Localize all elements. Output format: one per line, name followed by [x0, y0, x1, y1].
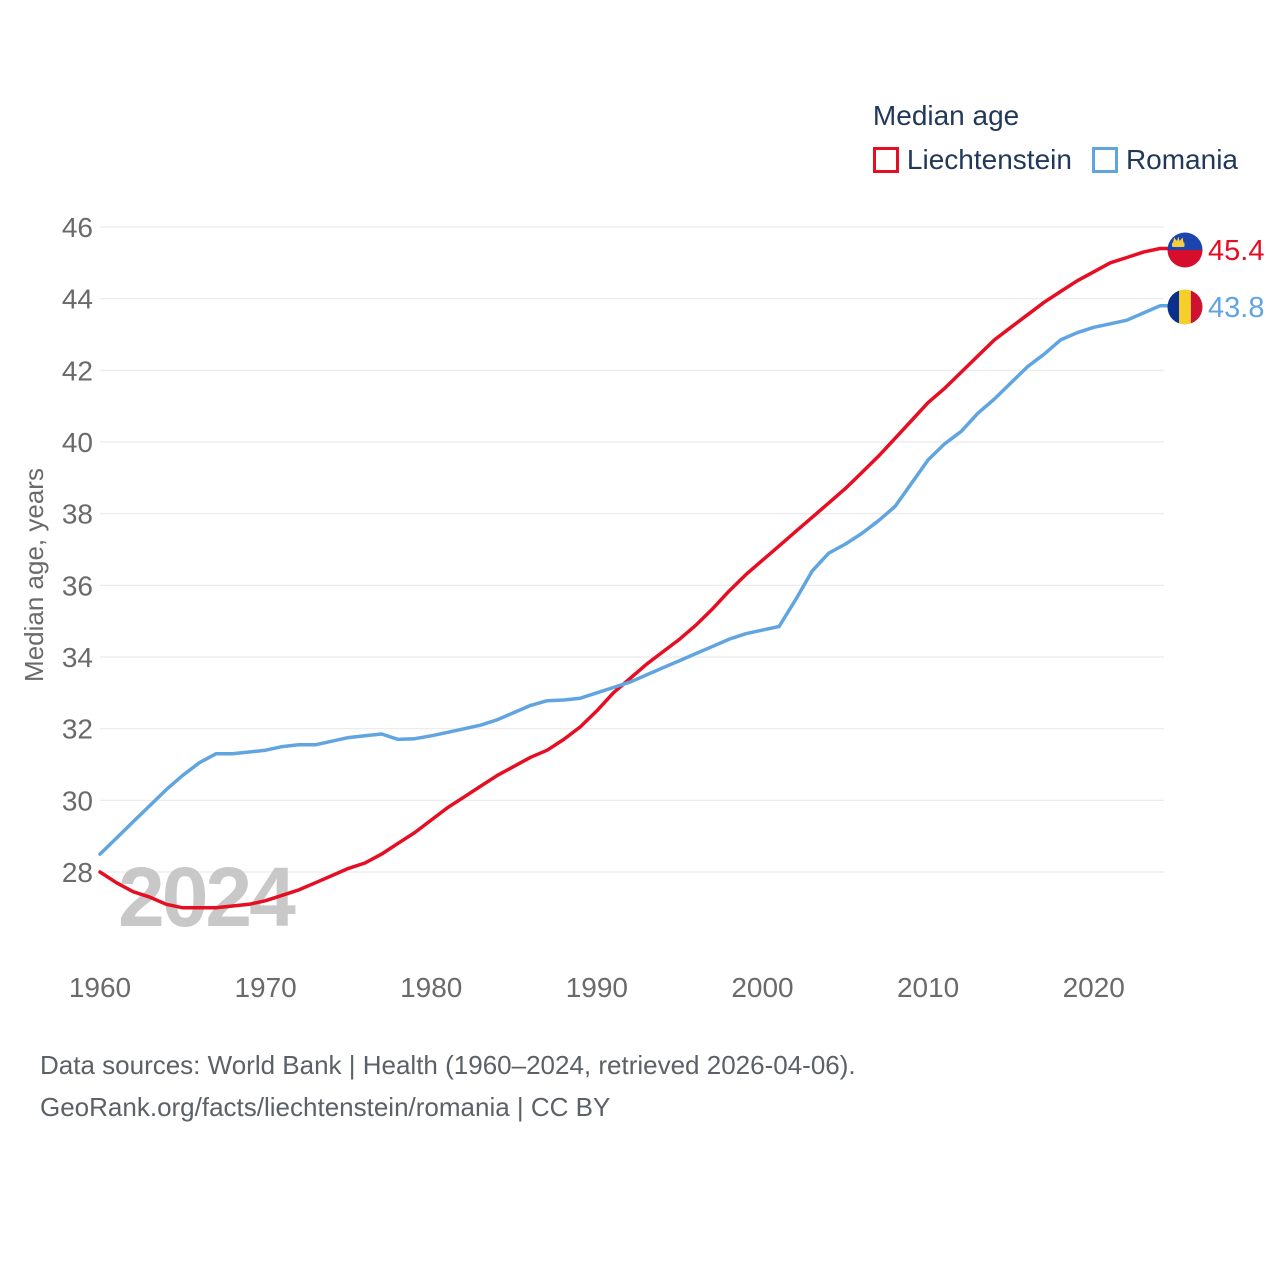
x-tick-label: 2000 — [731, 972, 793, 1003]
x-axis-tick-labels: 1960 1970 1980 1990 2000 2010 2020 — [69, 972, 1125, 1003]
legend-label[interactable]: Romania — [1125, 144, 1238, 175]
y-tick-label: 34 — [62, 642, 93, 673]
legend: Median age Liechtenstein Romania — [872, 100, 1238, 176]
y-tick-label: 40 — [62, 427, 93, 458]
series-line-romania[interactable] — [98, 304, 1172, 856]
footer: Data sources: World Bank | Health (1960–… — [40, 1044, 856, 1128]
romania-flag-icon — [1167, 289, 1203, 325]
legend-label[interactable]: Liechtenstein — [906, 144, 1072, 175]
y-tick-label: 46 — [62, 212, 93, 243]
y-tick-label: 38 — [62, 499, 93, 530]
legend-title: Median age — [872, 100, 1020, 131]
x-tick-label: 1990 — [566, 972, 628, 1003]
y-axis-title: Median age, years — [19, 468, 49, 682]
attribution-line: GeoRank.org/facts/liechtenstein/romania … — [40, 1092, 611, 1122]
liechtenstein-flag-icon — [1167, 232, 1203, 268]
legend-item-liechtenstein[interactable]: Liechtenstein — [872, 144, 1072, 176]
x-tick-label: 1970 — [234, 972, 296, 1003]
y-tick-label: 28 — [62, 857, 93, 888]
romania-swatch-icon[interactable] — [1091, 147, 1118, 173]
liechtenstein-swatch-icon[interactable] — [872, 147, 899, 173]
y-tick-label: 30 — [62, 785, 93, 816]
y-tick-label: 36 — [62, 570, 93, 601]
x-tick-label: 1980 — [400, 972, 462, 1003]
legend-item-romania[interactable]: Romania — [1091, 144, 1238, 176]
y-tick-label: 44 — [62, 284, 93, 315]
series-line-liechtenstein[interactable] — [98, 246, 1172, 910]
y-axis-tick-labels: 46 44 42 40 38 36 34 32 30 28 — [62, 212, 93, 888]
y-tick-label: 42 — [62, 355, 93, 386]
y-tick-label: 32 — [62, 714, 93, 745]
gridlines — [100, 226, 1164, 873]
romania-value-label: 43.8 — [1208, 292, 1264, 324]
series-lines — [98, 246, 1172, 910]
data-sources-line: Data sources: World Bank | Health (1960–… — [40, 1050, 856, 1080]
x-tick-label: 2010 — [897, 972, 959, 1003]
liechtenstein-value-label: 45.4 — [1208, 235, 1264, 267]
x-tick-label: 1960 — [69, 972, 131, 1003]
x-tick-label: 2020 — [1063, 972, 1125, 1003]
